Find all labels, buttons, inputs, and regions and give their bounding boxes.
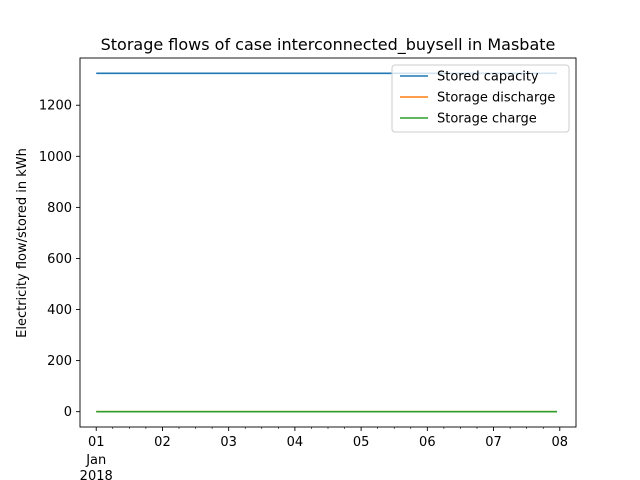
x-tick-label: 05 <box>353 435 370 450</box>
legend-label-1: Stored capacity <box>437 70 539 85</box>
y-tick-label: 400 <box>47 303 72 318</box>
x-tick-label: 07 <box>485 435 502 450</box>
x-tick-label: 04 <box>287 435 304 450</box>
x-tick-label: 03 <box>220 435 237 450</box>
x-tick-label: 08 <box>552 435 569 450</box>
legend: Stored capacity Storage discharge Storage … <box>391 64 570 133</box>
x-tick-label: 01 <box>88 435 105 450</box>
x-tick-sublabel: Jan <box>85 453 106 468</box>
y-tick-label: 1200 <box>39 99 72 114</box>
y-tick-label: 0 <box>64 405 72 420</box>
legend-box <box>391 64 570 133</box>
y-tick-label: 1000 <box>39 150 72 165</box>
y-axis-label: Electricity flow/stored in kWh <box>15 148 30 338</box>
x-tick-label: 02 <box>154 435 171 450</box>
legend-label-3: Storage charge <box>437 112 537 127</box>
y-tick-label: 800 <box>47 201 72 216</box>
chart-title: Storage flows of case interconnected_buy… <box>101 35 556 55</box>
legend-label-2: Storage discharge <box>437 91 555 106</box>
y-tick-label: 200 <box>47 354 72 369</box>
x-tick-sublabel: 2018 <box>80 469 113 480</box>
y-tick-label: 600 <box>47 252 72 267</box>
x-tick-label: 06 <box>419 435 436 450</box>
